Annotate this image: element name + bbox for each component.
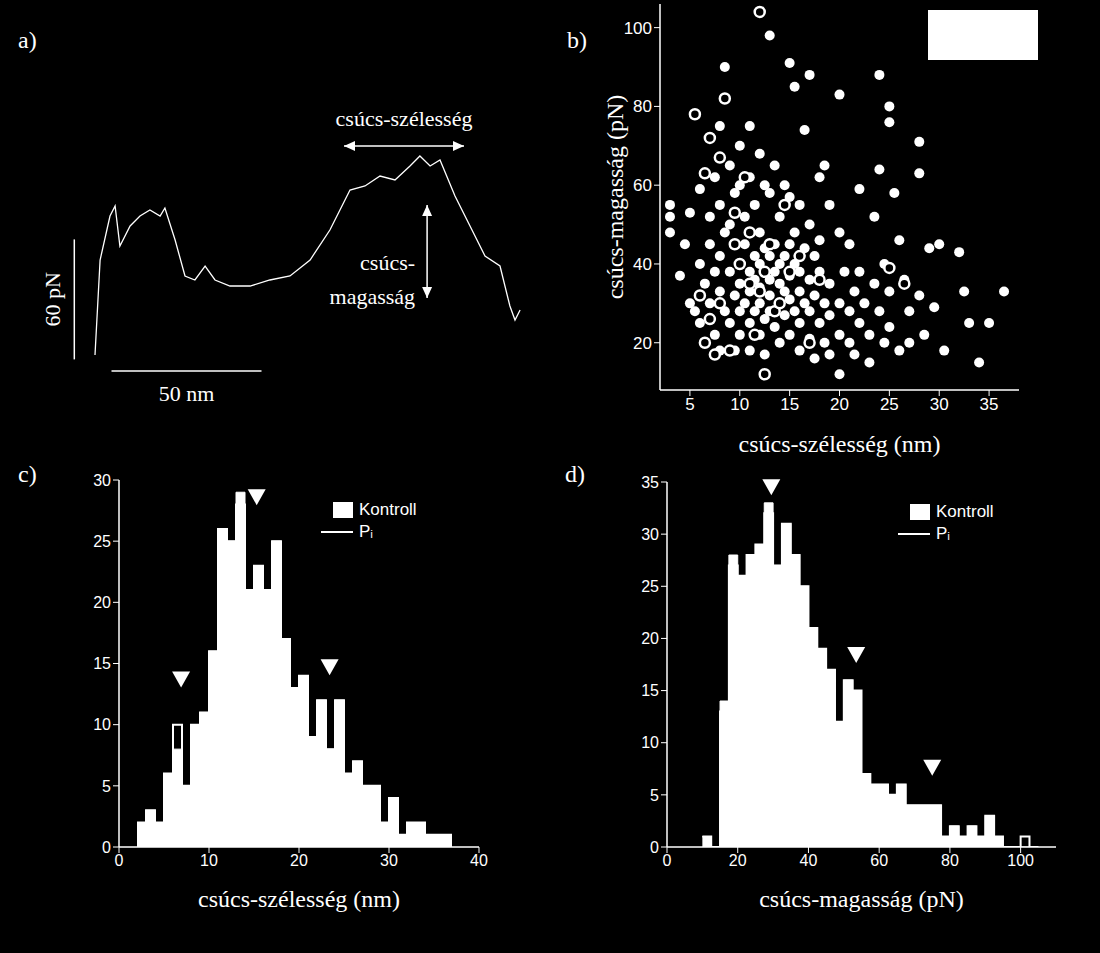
svg-text:15: 15 [780,395,799,414]
svg-text:5: 5 [650,787,659,804]
svg-text:30: 30 [93,472,111,489]
svg-text:csúcs-magasság: csúcs-magasság [330,250,416,309]
svg-text:35: 35 [641,474,659,491]
svg-text:30: 30 [380,852,398,869]
svg-text:20: 20 [729,852,747,869]
html-text:Kontroll: Kontroll [359,500,417,519]
svg-text:csúcs-szélesség: csúcs-szélesség [336,106,473,131]
svg-text:25: 25 [93,533,111,550]
svg-text:10: 10 [200,852,218,869]
svg-text:20: 20 [641,630,659,647]
svg-text:25: 25 [641,578,659,595]
svg-text:60: 60 [870,852,888,869]
svg-text:0: 0 [102,839,111,856]
svg-text:60 pN: 60 pN [40,272,65,327]
svg-text:100: 100 [624,19,652,38]
svg-text:30: 30 [930,395,949,414]
html-text:d): d) [565,461,585,487]
html-text:Pᵢ: Pᵢ [936,524,950,543]
html-text:csúcs-szélesség (nm): csúcs-szélesség (nm) [198,886,400,912]
svg-text:30: 30 [641,526,659,543]
svg-text:10: 10 [641,734,659,751]
svg-text:10: 10 [730,395,749,414]
svg-text:15: 15 [641,682,659,699]
svg-text:40: 40 [470,852,488,869]
html-text:Pᵢ: Pᵢ [359,522,373,541]
svg-text:0: 0 [663,852,672,869]
svg-text:20: 20 [290,852,308,869]
svg-text:10: 10 [93,716,111,733]
svg-text:20: 20 [633,334,652,353]
svg-text:20: 20 [93,594,111,611]
html-text:csúcs-szélesség (nm): csúcs-szélesség (nm) [738,431,941,457]
svg-text:80: 80 [633,97,652,116]
html-text:b): b) [567,27,587,53]
svg-text:35: 35 [980,395,999,414]
html-text:c): c) [18,461,37,487]
svg-text:100: 100 [1007,852,1034,869]
svg-text:40: 40 [800,852,818,869]
svg-text:60: 60 [633,176,652,195]
html-text:csúcs-magasság (pN): csúcs-magasság (pN) [602,94,628,300]
svg-text:5: 5 [102,778,111,795]
html-text:Kontroll: Kontroll [936,502,994,521]
svg-text:80: 80 [941,852,959,869]
svg-text:40: 40 [633,255,652,274]
html-text:csúcs-magasság (pN): csúcs-magasság (pN) [759,886,964,912]
svg-text:0: 0 [650,839,659,856]
svg-text:15: 15 [93,655,111,672]
svg-text:0: 0 [115,852,124,869]
html-text:a): a) [18,27,37,53]
svg-text:5: 5 [685,395,694,414]
svg-text:25: 25 [880,395,899,414]
svg-text:50 nm: 50 nm [159,381,215,406]
svg-text:20: 20 [830,395,849,414]
